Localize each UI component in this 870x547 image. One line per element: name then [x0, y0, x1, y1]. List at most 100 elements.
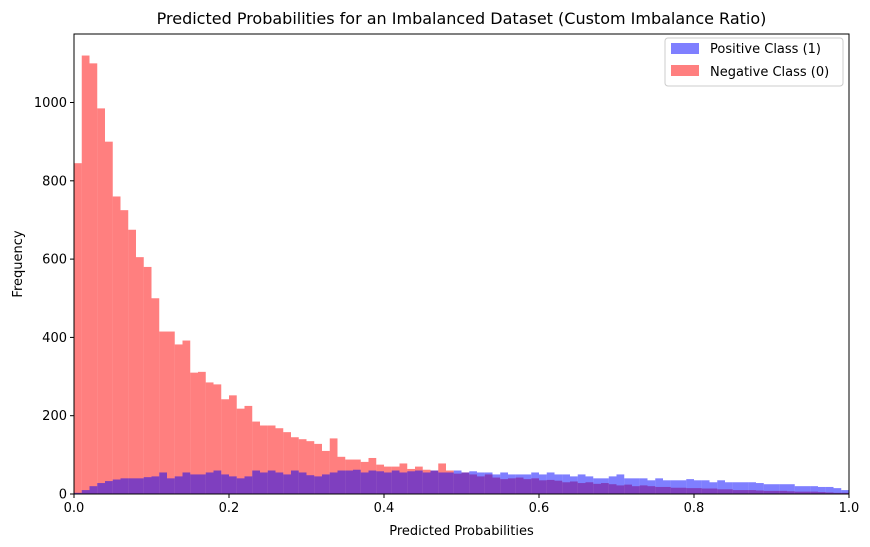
y-tick-label: 200 [42, 409, 67, 424]
positive-bar [275, 472, 284, 494]
positive-bar [833, 488, 842, 494]
positive-bar [508, 474, 516, 494]
positive-bar [136, 478, 144, 494]
positive-bar [353, 469, 361, 494]
positive-bar [523, 474, 532, 494]
x-tick-label: 0.8 [684, 501, 705, 516]
positive-bar [632, 478, 640, 494]
positive-bar [415, 470, 423, 494]
positive-bar [841, 490, 849, 494]
positive-bar [376, 471, 384, 494]
positive-bar [608, 476, 617, 494]
positive-bar [407, 471, 415, 494]
negative-bar [306, 441, 315, 494]
negative-bar [167, 331, 175, 494]
positive-bar [291, 470, 299, 494]
y-tick-label: 0 [59, 488, 67, 503]
positive-bar [182, 472, 191, 494]
positive-bar [174, 476, 183, 494]
positive-bar [554, 474, 563, 494]
positive-bar [818, 486, 826, 494]
positive-bar [771, 484, 780, 494]
positive-bar [298, 472, 307, 494]
negative-bar [298, 439, 307, 494]
positive-bar [267, 470, 276, 494]
negative-bar [136, 257, 144, 494]
positive-bar [794, 486, 803, 494]
negative-bar [174, 344, 183, 494]
negative-bar [97, 108, 105, 494]
negative-bar [159, 331, 167, 494]
positive-bar [531, 472, 539, 494]
negative-bar [283, 432, 291, 494]
positive-bar [694, 480, 702, 494]
x-tick-label: 0.2 [219, 501, 240, 516]
positive-bar [570, 476, 578, 494]
positive-bar [322, 474, 330, 494]
positive-bar [159, 472, 167, 494]
positive-bar [89, 486, 98, 494]
positive-bar [112, 479, 121, 494]
positive-bar [477, 472, 485, 494]
positive-bar [585, 476, 594, 494]
positive-bar [709, 482, 718, 494]
negative-bar [322, 450, 330, 494]
positive-bar [686, 479, 694, 494]
positive-bar [515, 474, 524, 494]
plot-frame [73, 33, 850, 495]
positive-bar [260, 472, 268, 494]
negative-bar [267, 425, 276, 494]
positive-bar [74, 492, 82, 494]
x-tick-label: 0.4 [374, 501, 395, 516]
positive-bar [399, 472, 408, 494]
positive-bar [422, 472, 431, 494]
positive-bar [283, 474, 291, 494]
x-axis-ticks: 0.0 0.2 0.4 0.6 0.8 1.0 [64, 494, 860, 516]
positive-bar [391, 470, 400, 494]
positive-bar [221, 474, 229, 494]
positive-bar [647, 480, 656, 494]
positive-bar [655, 478, 663, 494]
positive-bar [213, 470, 222, 494]
positive-bar [624, 478, 632, 494]
chart-title: Predicted Probabilities for an Imbalance… [157, 9, 767, 28]
positive-bar [345, 470, 353, 494]
positive-bar [97, 483, 105, 494]
positive-bar [252, 470, 260, 494]
positive-bar [446, 472, 454, 494]
negative-bar [329, 438, 338, 494]
positive-bar [787, 484, 795, 494]
positive-bar [143, 477, 152, 494]
positive-bar [701, 480, 710, 494]
y-tick-label: 800 [42, 174, 67, 189]
negative-bar [291, 437, 299, 494]
positive-bar [546, 472, 555, 494]
positive-bar [368, 470, 377, 494]
positive-bar [151, 476, 160, 494]
positive-bar [128, 478, 136, 494]
negative-bar [190, 372, 198, 494]
positive-bar [306, 475, 315, 494]
negative-bar [314, 443, 322, 494]
positive-bar [500, 472, 508, 494]
positive-bar [601, 478, 609, 494]
x-tick-label: 1.0 [839, 501, 860, 516]
positive-bar [198, 474, 206, 494]
negative-bar [236, 408, 245, 494]
negative-bar [105, 141, 113, 494]
positive-bar [577, 474, 586, 494]
positive-bar [167, 478, 175, 494]
negative-bar [205, 382, 214, 494]
positive-bar [678, 480, 687, 494]
negative-bar [198, 371, 206, 494]
legend: Positive Class (1) Negative Class (0) [664, 37, 844, 87]
positive-bar [105, 481, 113, 494]
legend-swatch-positive [671, 43, 699, 54]
negative-bar [112, 196, 121, 494]
positive-bar [639, 478, 648, 494]
legend-label-positive: Positive Class (1) [710, 42, 821, 57]
negative-bar [252, 421, 260, 494]
positive-bar [484, 472, 493, 494]
negative-bar [89, 63, 98, 495]
negative-bar [213, 384, 222, 494]
